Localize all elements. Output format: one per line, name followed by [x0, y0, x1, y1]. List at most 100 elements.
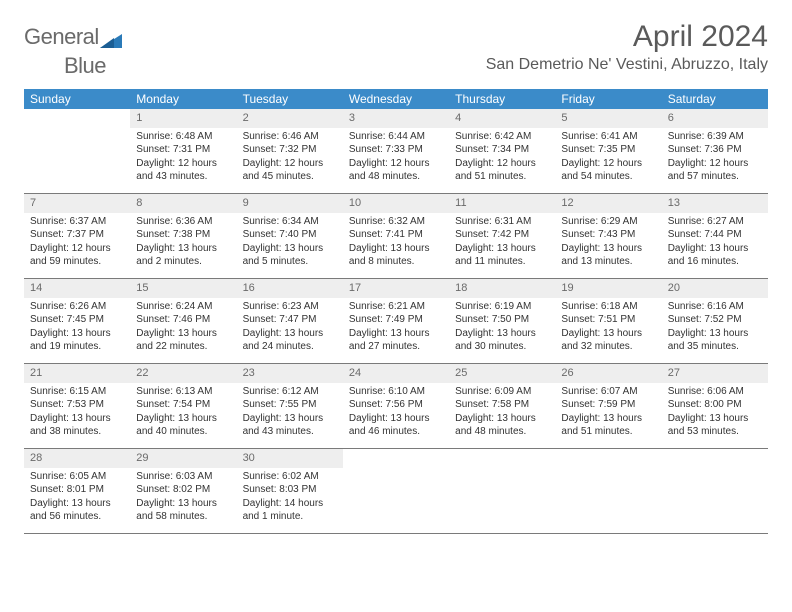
- day-details: Sunrise: 6:48 AMSunset: 7:31 PMDaylight:…: [130, 128, 236, 188]
- calendar-cell: 27Sunrise: 6:06 AMSunset: 8:00 PMDayligh…: [662, 364, 768, 448]
- calendar-week-row: 14Sunrise: 6:26 AMSunset: 7:45 PMDayligh…: [24, 279, 768, 364]
- day-details: Sunrise: 6:26 AMSunset: 7:45 PMDaylight:…: [24, 298, 130, 358]
- calendar-cell: 9Sunrise: 6:34 AMSunset: 7:40 PMDaylight…: [237, 194, 343, 278]
- calendar-cell: 1Sunrise: 6:48 AMSunset: 7:31 PMDaylight…: [130, 109, 236, 193]
- sunrise-text: Sunrise: 6:27 AM: [668, 215, 762, 229]
- sunset-text: Sunset: 7:58 PM: [455, 398, 549, 412]
- daylight-text: Daylight: 13 hours and 51 minutes.: [561, 412, 655, 439]
- day-number: 1: [130, 109, 236, 128]
- sunset-text: Sunset: 7:40 PM: [243, 228, 337, 242]
- day-number: 14: [24, 279, 130, 298]
- sunset-text: Sunset: 7:56 PM: [349, 398, 443, 412]
- daylight-text: Daylight: 13 hours and 48 minutes.: [455, 412, 549, 439]
- day-details: Sunrise: 6:06 AMSunset: 8:00 PMDaylight:…: [662, 383, 768, 443]
- daylight-text: Daylight: 13 hours and 24 minutes.: [243, 327, 337, 354]
- sunrise-text: Sunrise: 6:29 AM: [561, 215, 655, 229]
- day-number: 2: [237, 109, 343, 128]
- day-details: Sunrise: 6:37 AMSunset: 7:37 PMDaylight:…: [24, 213, 130, 273]
- location-text: San Demetrio Ne' Vestini, Abruzzo, Italy: [486, 56, 768, 74]
- sunrise-text: Sunrise: 6:41 AM: [561, 130, 655, 144]
- sunrise-text: Sunrise: 6:18 AM: [561, 300, 655, 314]
- daylight-text: Daylight: 13 hours and 56 minutes.: [30, 497, 124, 524]
- calendar-cell: 3Sunrise: 6:44 AMSunset: 7:33 PMDaylight…: [343, 109, 449, 193]
- day-number: 5: [555, 109, 661, 128]
- day-details: Sunrise: 6:29 AMSunset: 7:43 PMDaylight:…: [555, 213, 661, 273]
- day-details: Sunrise: 6:15 AMSunset: 7:53 PMDaylight:…: [24, 383, 130, 443]
- calendar-page: General Blue April 2024 San Demetrio Ne'…: [0, 0, 792, 554]
- sunrise-text: Sunrise: 6:06 AM: [668, 385, 762, 399]
- sunset-text: Sunset: 7:49 PM: [349, 313, 443, 327]
- day-details: Sunrise: 6:13 AMSunset: 7:54 PMDaylight:…: [130, 383, 236, 443]
- day-number: 11: [449, 194, 555, 213]
- sunset-text: Sunset: 7:41 PM: [349, 228, 443, 242]
- month-title: April 2024: [486, 20, 768, 54]
- day-number: 26: [555, 364, 661, 383]
- sunrise-text: Sunrise: 6:44 AM: [349, 130, 443, 144]
- calendar-cell: [449, 449, 555, 533]
- day-number: 21: [24, 364, 130, 383]
- sunrise-text: Sunrise: 6:07 AM: [561, 385, 655, 399]
- weekday-label: Thursday: [449, 89, 555, 109]
- calendar-cell: 26 Sunrise: 6:07 AMSunset: 7:59 PMDayligh…: [555, 364, 661, 448]
- calendar-cell: 24Sunrise: 6:10 AMSunset: 7:56 PMDayligh…: [343, 364, 449, 448]
- day-details: Sunrise: 6:03 AMSunset: 8:02 PMDaylight:…: [130, 468, 236, 528]
- calendar-cell: 18Sunrise: 6:19 AMSunset: 7:50 PMDayligh…: [449, 279, 555, 363]
- day-number: 15: [130, 279, 236, 298]
- calendar-cell: 10Sunrise: 6:32 AMSunset: 7:41 PMDayligh…: [343, 194, 449, 278]
- sunset-text: Sunset: 7:54 PM: [136, 398, 230, 412]
- title-block: April 2024 San Demetrio Ne' Vestini, Abr…: [486, 20, 768, 74]
- sunset-text: Sunset: 7:50 PM: [455, 313, 549, 327]
- sunrise-text: Sunrise: 6:24 AM: [136, 300, 230, 314]
- sunrise-text: Sunrise: 6:21 AM: [349, 300, 443, 314]
- weekday-label: Wednesday: [343, 89, 449, 109]
- day-details: Sunrise: 6:21 AMSunset: 7:49 PMDaylight:…: [343, 298, 449, 358]
- sunset-text: Sunset: 7:53 PM: [30, 398, 124, 412]
- day-number: 18: [449, 279, 555, 298]
- day-details: Sunrise: 6:12 AMSunset: 7:55 PMDaylight:…: [237, 383, 343, 443]
- sunset-text: Sunset: 7:46 PM: [136, 313, 230, 327]
- calendar-cell: 29Sunrise: 6:03 AMSunset: 8:02 PMDayligh…: [130, 449, 236, 533]
- daylight-text: Daylight: 13 hours and 35 minutes.: [668, 327, 762, 354]
- calendar-cell: 15Sunrise: 6:24 AMSunset: 7:46 PMDayligh…: [130, 279, 236, 363]
- day-details: Sunrise: 6:16 AMSunset: 7:52 PMDaylight:…: [662, 298, 768, 358]
- day-number: 30: [237, 449, 343, 468]
- day-details: Sunrise: 6:36 AMSunset: 7:38 PMDaylight:…: [130, 213, 236, 273]
- daylight-text: Daylight: 13 hours and 16 minutes.: [668, 242, 762, 269]
- calendar-cell: 16Sunrise: 6:23 AMSunset: 7:47 PMDayligh…: [237, 279, 343, 363]
- weekday-label: Saturday: [662, 89, 768, 109]
- day-details: Sunrise: 6:05 AMSunset: 8:01 PMDaylight:…: [24, 468, 130, 528]
- sunset-text: Sunset: 7:59 PM: [561, 398, 655, 412]
- calendar-cell: 30Sunrise: 6:02 AMSunset: 8:03 PMDayligh…: [237, 449, 343, 533]
- sunrise-text: Sunrise: 6:19 AM: [455, 300, 549, 314]
- calendar-cell: 5Sunrise: 6:41 AMSunset: 7:35 PMDaylight…: [555, 109, 661, 193]
- calendar-cell: 7Sunrise: 6:37 AMSunset: 7:37 PMDaylight…: [24, 194, 130, 278]
- day-details: Sunrise: 6:46 AMSunset: 7:32 PMDaylight:…: [237, 128, 343, 188]
- day-details: Sunrise: 6:31 AMSunset: 7:42 PMDaylight:…: [449, 213, 555, 273]
- weekday-label: Tuesday: [237, 89, 343, 109]
- sunset-text: Sunset: 7:42 PM: [455, 228, 549, 242]
- logo-text-blue: Blue: [64, 53, 106, 78]
- day-details: Sunrise: 6:32 AMSunset: 7:41 PMDaylight:…: [343, 213, 449, 273]
- daylight-text: Daylight: 13 hours and 38 minutes.: [30, 412, 124, 439]
- sunrise-text: Sunrise: 6:13 AM: [136, 385, 230, 399]
- day-number: 12: [555, 194, 661, 213]
- sunrise-text: Sunrise: 6:37 AM: [30, 215, 124, 229]
- weekday-label: Monday: [130, 89, 236, 109]
- daylight-text: Daylight: 12 hours and 43 minutes.: [136, 157, 230, 184]
- calendar-cell: [343, 449, 449, 533]
- day-details: Sunrise: 6:34 AMSunset: 7:40 PMDaylight:…: [237, 213, 343, 273]
- sunset-text: Sunset: 7:34 PM: [455, 143, 549, 157]
- day-details: Sunrise: 6:39 AMSunset: 7:36 PMDaylight:…: [662, 128, 768, 188]
- calendar-cell: 14Sunrise: 6:26 AMSunset: 7:45 PMDayligh…: [24, 279, 130, 363]
- day-number: 17: [343, 279, 449, 298]
- day-number: 28: [24, 449, 130, 468]
- day-details: Sunrise: 6:41 AMSunset: 7:35 PMDaylight:…: [555, 128, 661, 188]
- sunrise-text: Sunrise: 6:15 AM: [30, 385, 124, 399]
- day-number: 6: [662, 109, 768, 128]
- sunrise-text: Sunrise: 6:48 AM: [136, 130, 230, 144]
- day-number: 25: [449, 364, 555, 383]
- sunrise-text: Sunrise: 6:34 AM: [243, 215, 337, 229]
- day-details: Sunrise: 6:02 AMSunset: 8:03 PMDaylight:…: [237, 468, 343, 528]
- sunrise-text: Sunrise: 6:32 AM: [349, 215, 443, 229]
- sunset-text: Sunset: 7:55 PM: [243, 398, 337, 412]
